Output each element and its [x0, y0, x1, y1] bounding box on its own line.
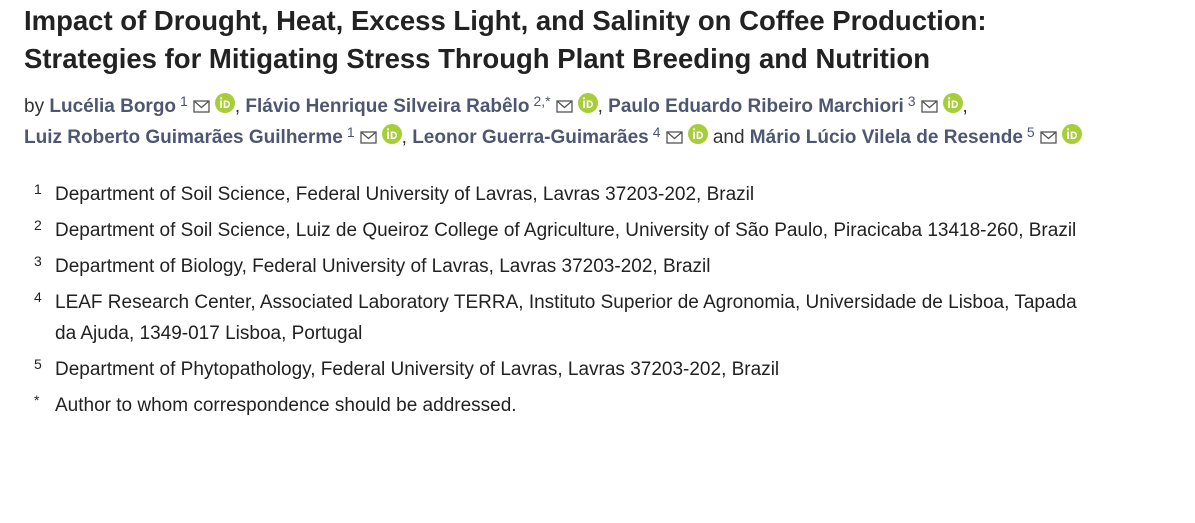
author-name[interactable]: Mário Lúcio Vilela de Resende: [749, 127, 1023, 148]
separator: ,: [597, 96, 603, 117]
separator: ,: [401, 127, 407, 148]
affiliation-ref: 4: [652, 124, 661, 140]
author-name[interactable]: Paulo Eduardo Ribeiro Marchiori: [608, 96, 904, 117]
email-icon[interactable]: [920, 100, 938, 113]
affiliation-marker: 5: [34, 356, 42, 372]
affiliation-marker: 2: [34, 217, 42, 233]
author-name[interactable]: Flávio Henrique Silveira Rabêlo: [245, 96, 530, 117]
affiliation-ref: 3: [907, 93, 916, 109]
separator: ,: [962, 96, 968, 117]
affiliation-text: Department of Soil Science, Federal Univ…: [55, 184, 755, 205]
affiliation-text: Author to whom correspondence should be …: [55, 395, 517, 416]
affiliation-ref: 1: [346, 124, 355, 140]
affiliation-marker: *: [34, 392, 40, 408]
affiliation: 1 Department of Soil Science, Federal Uni…: [24, 179, 1104, 210]
orcid-icon[interactable]: [214, 93, 235, 113]
authors-prefix: by: [24, 96, 45, 117]
author: Paulo Eduardo Ribeiro Marchiori 3,: [608, 93, 968, 117]
email-icon[interactable]: [665, 131, 683, 144]
separator: ,: [234, 96, 241, 117]
affiliation-ref: 1: [180, 93, 188, 109]
affiliation-text: Department of Phytopathology, Federal Un…: [55, 359, 780, 380]
affiliation-marker: 1: [34, 181, 42, 197]
author: Luiz Roberto Guimarães Guilherme 1,: [24, 124, 407, 148]
affiliation-marker: 4: [34, 289, 42, 305]
article-title: Impact of Drought, Heat, Excess Light, a…: [24, 5, 987, 74]
author-name[interactable]: Luiz Roberto Guimarães Guilherme: [24, 127, 343, 148]
affiliation: 4 LEAF Research Center, Associated Labora…: [24, 287, 1104, 349]
affiliation-list: 1 Department of Soil Science, Federal Uni…: [24, 179, 1104, 421]
author-name[interactable]: Leonor Guerra-Guimarães: [412, 127, 649, 148]
article-header: Impact of Drought, Heat, Excess Light, a…: [24, 2, 1104, 426]
author: Flávio Henrique Silveira Rabêlo 2,*,: [245, 93, 603, 117]
affiliation-text: LEAF Research Center, Associated Laborat…: [55, 292, 1077, 344]
orcid-icon[interactable]: [381, 124, 402, 144]
affiliation: 2 Department of Soil Science, Luiz de Que…: [24, 215, 1104, 246]
author-list: by Lucélia Borgo 1, Flávio Henrique Silve…: [24, 91, 1084, 153]
author: Mário Lúcio Vilela de Resende 5: [749, 124, 1082, 148]
author-name[interactable]: Lucélia Borgo: [49, 96, 177, 117]
email-icon[interactable]: [1040, 131, 1057, 144]
orcid-icon[interactable]: [1061, 124, 1082, 144]
affiliation-ref: 5: [1026, 124, 1035, 140]
orcid-icon[interactable]: [942, 93, 963, 113]
email-icon[interactable]: [193, 100, 210, 113]
affiliation-text: Department of Soil Science, Luiz de Quei…: [55, 220, 1077, 241]
conjunction: and: [712, 127, 745, 148]
affiliation-text: Department of Biology, Federal Universit…: [55, 256, 711, 277]
orcid-icon[interactable]: [577, 93, 598, 113]
affiliation-ref: 2,*: [533, 93, 551, 109]
affiliation: * Author to whom correspondence should be…: [24, 390, 1104, 421]
affiliation: 3 Department of Biology, Federal Universi…: [24, 251, 1104, 282]
author: Leonor Guerra-Guimarães 4: [412, 124, 708, 148]
affiliation-marker: 3: [34, 253, 42, 269]
orcid-icon[interactable]: [687, 124, 708, 144]
affiliation: 5 Department of Phytopathology, Federal U…: [24, 354, 1104, 385]
email-icon[interactable]: [555, 100, 573, 113]
author: Lucélia Borgo 1,: [49, 93, 241, 117]
email-icon[interactable]: [359, 131, 377, 144]
